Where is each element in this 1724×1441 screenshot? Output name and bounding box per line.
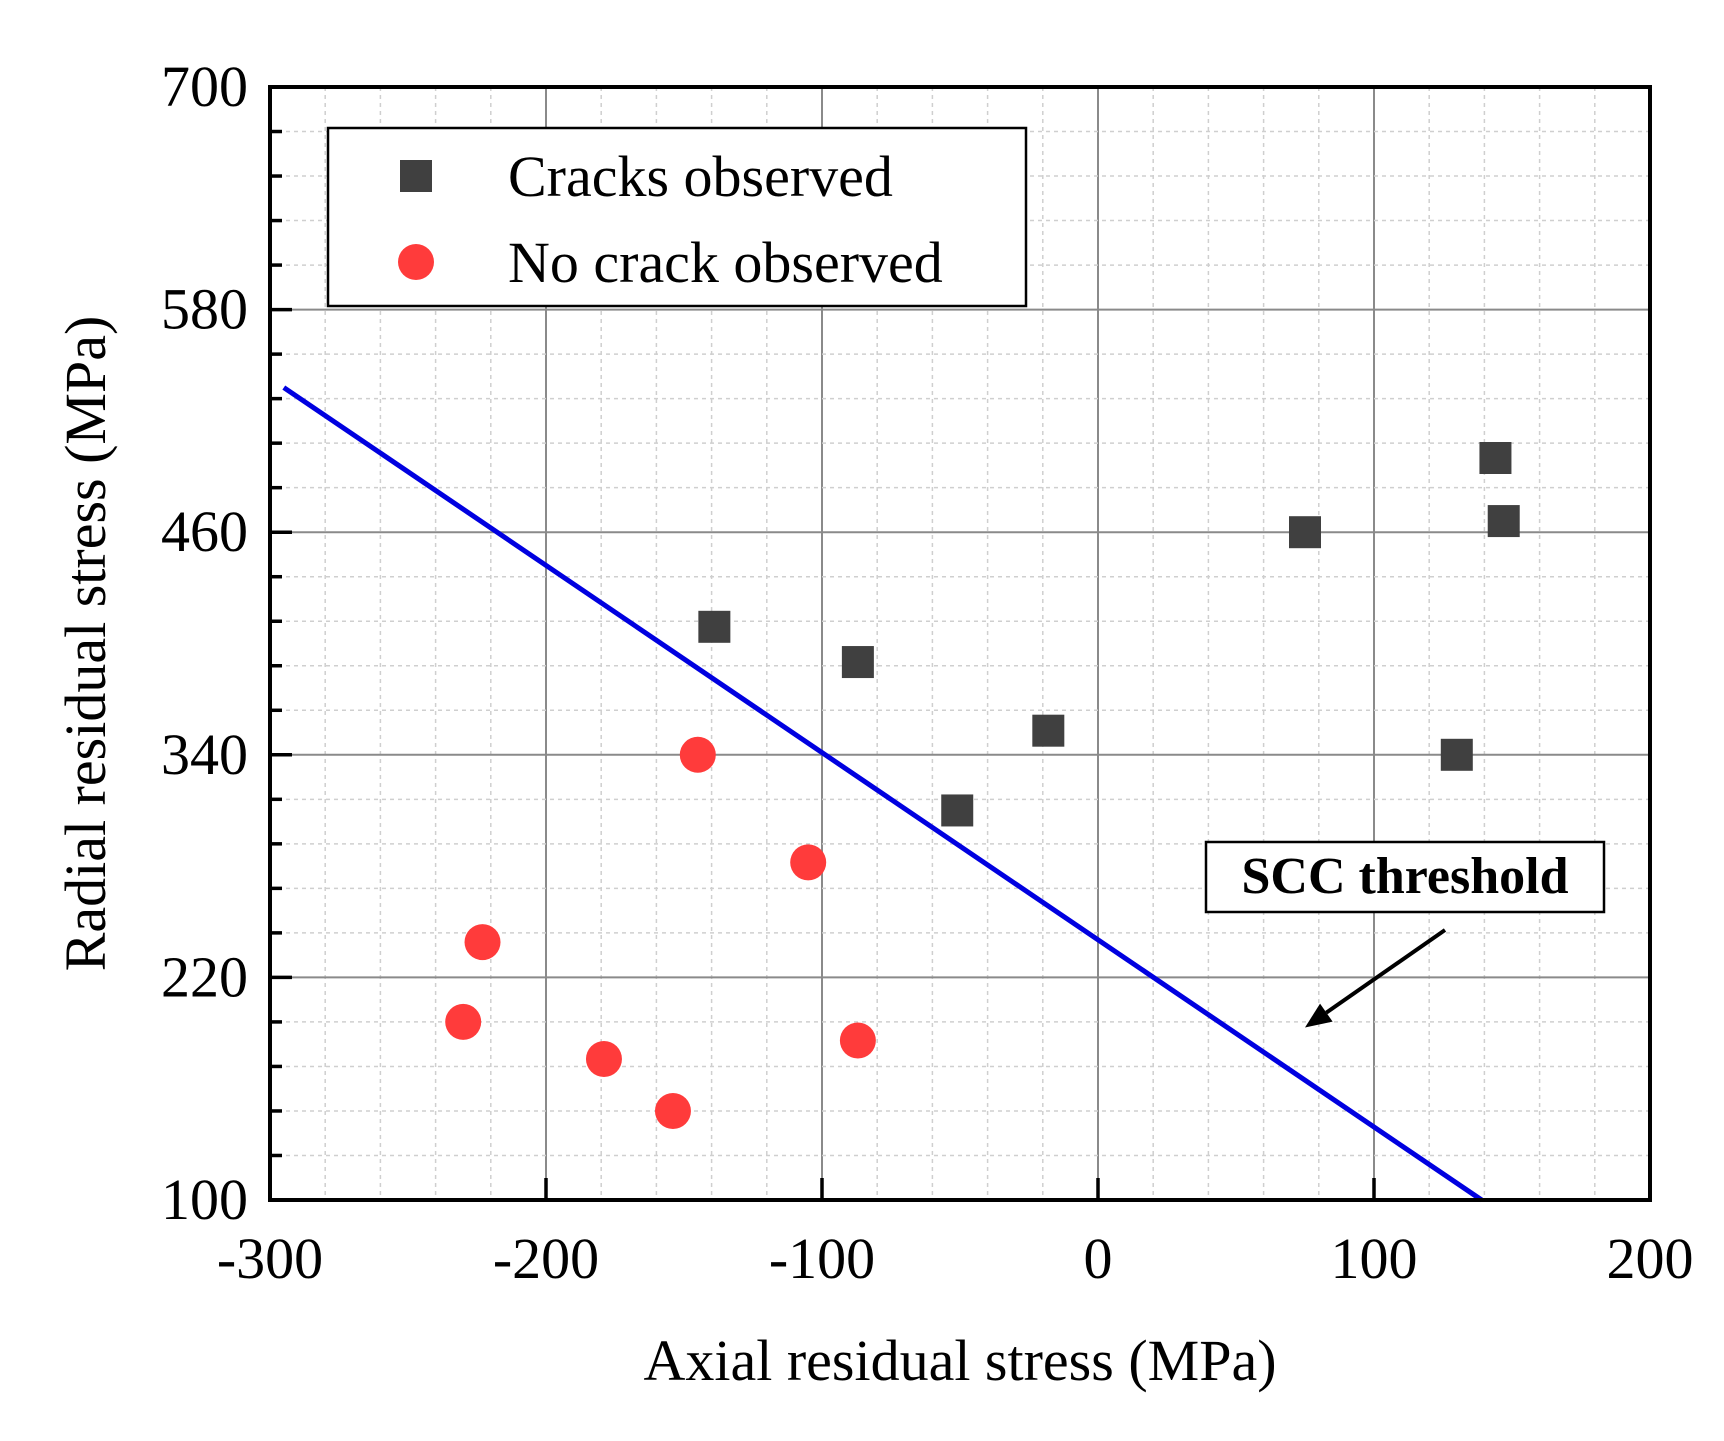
scc-threshold-annotation: SCC threshold [1204, 840, 1606, 1028]
legend-box [326, 126, 1028, 308]
axis-ticks [268, 85, 1652, 1202]
crack-point [841, 646, 874, 679]
no-crack-point [445, 1003, 482, 1040]
no-crack-point [839, 1022, 876, 1059]
crack-point [1032, 714, 1065, 747]
crack-point [698, 610, 731, 643]
annotation-arrowhead [1305, 1003, 1333, 1028]
legend: Cracks observed No crack observed [326, 126, 1028, 308]
data-points [445, 442, 1520, 1129]
legend-entry-cracks: Cracks observed [508, 144, 893, 209]
x-tick-label: 200 [1607, 1226, 1694, 1291]
crack-point [1479, 442, 1512, 474]
crack-point [1289, 516, 1321, 549]
no-crack-point [679, 736, 716, 773]
annotation-label: SCC threshold [1241, 848, 1568, 905]
x-tick-label: -300 [217, 1226, 323, 1291]
annotation-box [1204, 840, 1606, 914]
no-crack-point [585, 1041, 622, 1078]
legend-square-marker [400, 160, 432, 192]
x-tick-label: -100 [769, 1226, 875, 1291]
x-tick-label: 0 [1084, 1226, 1113, 1291]
crack-point [941, 794, 974, 827]
tick-labels: -300 -200 -100 0 100 200 100 220 340 460 580 700 [161, 54, 1694, 1291]
y-axis-title: Radial residual stress (MPa) [53, 316, 118, 972]
no-crack-point [790, 844, 827, 881]
crack-point [1440, 738, 1473, 771]
annotation-arrow [1325, 928, 1447, 1015]
y-tick-label: 220 [161, 944, 248, 1009]
x-tick-label: -200 [493, 1226, 599, 1291]
crack-point [1487, 505, 1520, 538]
legend-circle-marker [398, 244, 434, 280]
plot-frame [268, 85, 1652, 1202]
y-tick-label: 340 [161, 722, 248, 787]
y-tick-label: 580 [161, 277, 248, 342]
y-tick-label: 700 [161, 54, 248, 119]
x-axis-title: Axial residual stress (MPa) [643, 1328, 1276, 1393]
no-crack-point [464, 924, 501, 961]
y-tick-label: 100 [161, 1167, 248, 1232]
y-tick-label: 460 [161, 499, 248, 564]
no-crack-point [654, 1092, 691, 1129]
scc-threshold-line [282, 385, 1484, 1203]
threshold-line-group [282, 385, 1484, 1203]
legend-entry-no-crack: No crack observed [508, 230, 943, 295]
x-tick-label: 100 [1331, 1226, 1418, 1291]
